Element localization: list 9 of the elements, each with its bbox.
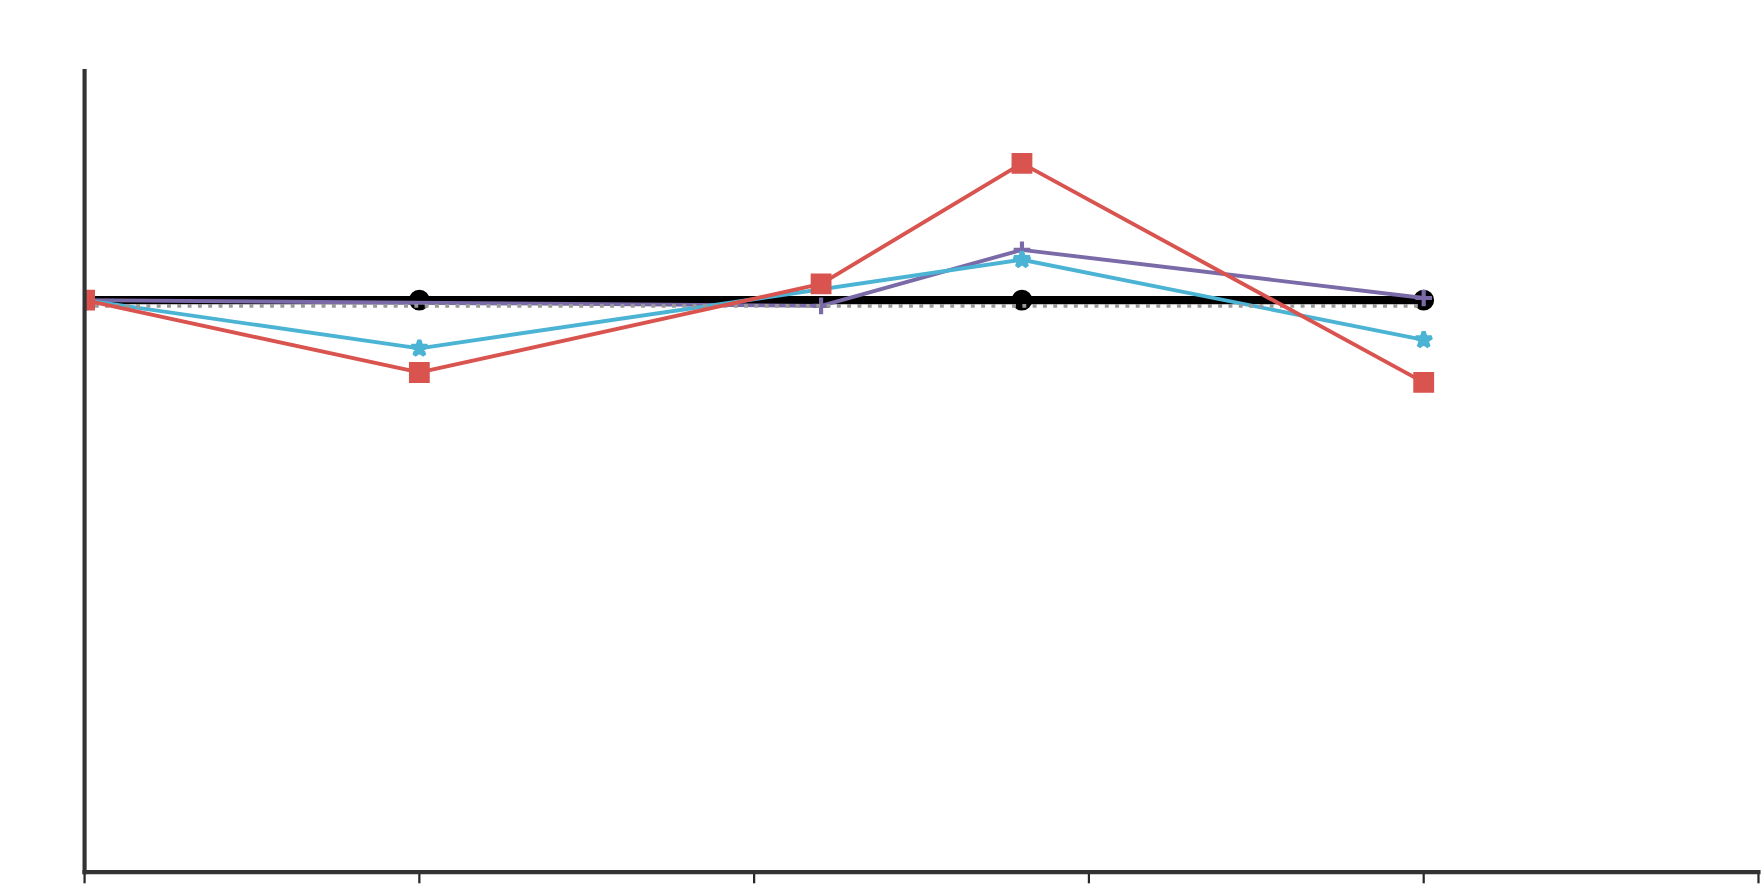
point <box>810 273 832 295</box>
point <box>1011 249 1032 269</box>
point <box>810 295 832 317</box>
point <box>409 337 430 358</box>
point <box>1413 371 1435 393</box>
point <box>1413 329 1434 349</box>
point <box>1011 289 1033 311</box>
point <box>408 362 430 383</box>
point <box>1011 152 1033 174</box>
